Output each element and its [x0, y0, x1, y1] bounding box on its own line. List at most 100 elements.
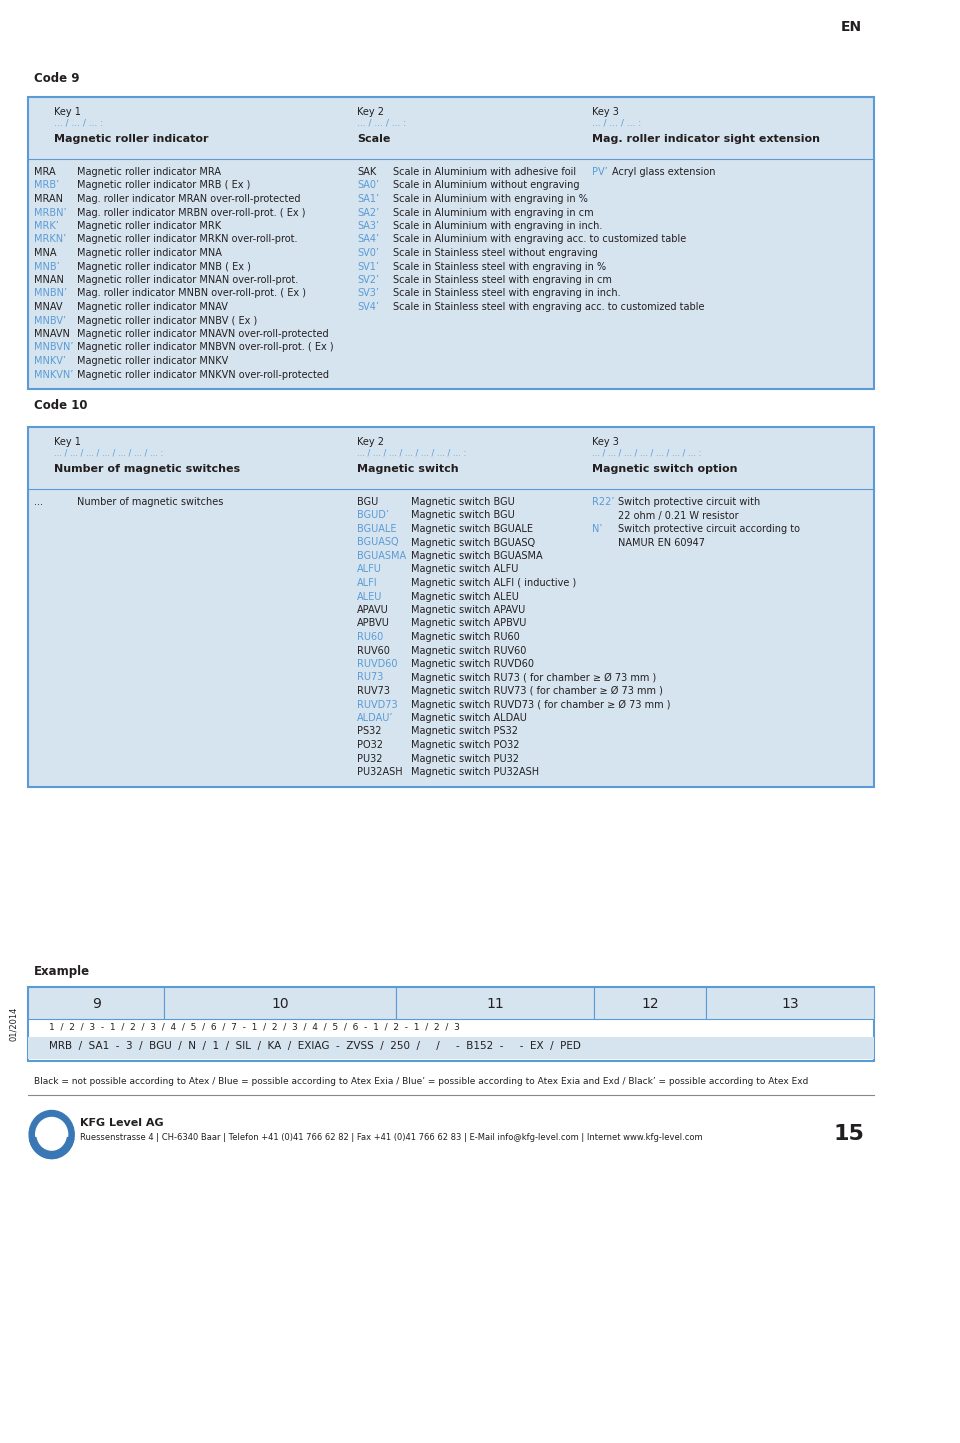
Text: Scale in Stainless steel with engraving acc. to customized table: Scale in Stainless steel with engraving …	[393, 302, 704, 312]
Text: MNAVN: MNAVN	[34, 329, 70, 339]
Text: MNKVN’: MNKVN’	[34, 369, 73, 380]
Text: BGUD’: BGUD’	[357, 511, 389, 521]
Text: Magnetic switch ALFI ( inductive ): Magnetic switch ALFI ( inductive )	[412, 579, 577, 587]
Bar	[164, 987, 396, 1019]
Text: APAVU: APAVU	[357, 605, 389, 615]
Text: Magnetic roller indicator MRB ( Ex ): Magnetic roller indicator MRB ( Ex )	[77, 180, 251, 190]
Text: RUVD73: RUVD73	[357, 700, 397, 710]
Text: Magnetic switch RUVD60: Magnetic switch RUVD60	[412, 659, 535, 670]
Text: BGUALE: BGUALE	[357, 524, 396, 534]
Wedge shape	[30, 1137, 74, 1159]
Text: Mag. roller indicator MRAN over-roll-protected: Mag. roller indicator MRAN over-roll-pro…	[77, 193, 300, 203]
Circle shape	[36, 1117, 67, 1152]
Text: BGUASMA: BGUASMA	[357, 551, 406, 561]
Text: Key 2: Key 2	[357, 107, 384, 117]
Text: Magnetic switch option: Magnetic switch option	[591, 465, 737, 473]
Text: 13: 13	[781, 997, 799, 1010]
Text: RUV73: RUV73	[357, 685, 390, 696]
Text: ALFU: ALFU	[357, 564, 382, 574]
Bar	[28, 97, 874, 390]
Text: MRB’: MRB’	[34, 180, 60, 190]
Circle shape	[29, 1111, 74, 1159]
Text: 22 ohm / 0.21 W resistor: 22 ohm / 0.21 W resistor	[618, 511, 738, 521]
Text: MNKV’: MNKV’	[34, 356, 66, 367]
Text: Black = not possible according to Atex / Blue = possible according to Atex Exia : Black = not possible according to Atex /…	[34, 1076, 808, 1085]
Text: KFG: KFG	[42, 1123, 66, 1133]
Bar	[28, 987, 874, 1061]
Text: Scale in Aluminium with adhesive foil: Scale in Aluminium with adhesive foil	[393, 167, 576, 177]
Text: Scale in Aluminium with engraving in inch.: Scale in Aluminium with engraving in inc…	[393, 221, 602, 231]
Text: Magnetic roller indicator MNKV: Magnetic roller indicator MNKV	[77, 356, 228, 367]
Text: SV0’: SV0’	[357, 248, 379, 258]
Text: SV3’: SV3’	[357, 289, 379, 299]
Text: Magnetic switch BGUASQ: Magnetic switch BGUASQ	[412, 537, 536, 547]
Text: Scale in Stainless steel with engraving in inch.: Scale in Stainless steel with engraving …	[393, 289, 620, 299]
Text: Magnetic switch: Magnetic switch	[357, 465, 459, 473]
Text: Acryl glass extension: Acryl glass extension	[612, 167, 716, 177]
Text: Magnetic roller indicator MNA: Magnetic roller indicator MNA	[77, 248, 222, 258]
Text: SV4’: SV4’	[357, 302, 379, 312]
Bar	[28, 1036, 874, 1059]
Text: PV’: PV’	[591, 167, 608, 177]
Text: Mag. roller indicator MRBN over-roll-prot. ( Ex ): Mag. roller indicator MRBN over-roll-pro…	[77, 208, 305, 218]
Text: NAMUR EN 60947: NAMUR EN 60947	[618, 537, 705, 547]
Text: Magnetic switch PO32: Magnetic switch PO32	[412, 740, 520, 750]
Text: ... / ... / ... :: ... / ... / ... :	[55, 118, 104, 128]
Text: 01/2014: 01/2014	[9, 1006, 17, 1040]
Text: MRB  /  SA1  -  3  /  BGU  /  N  /  1  /  SIL  /  KA  /  EXIAG  -  ZVSS  /  250 : MRB / SA1 - 3 / BGU / N / 1 / SIL / KA /…	[49, 1042, 581, 1052]
Text: RUV60: RUV60	[357, 645, 390, 655]
Text: APBVU: APBVU	[357, 619, 390, 629]
Text: Key 3: Key 3	[591, 437, 618, 447]
Text: SV1’: SV1’	[357, 261, 379, 271]
Text: Magnetic switch APAVU: Magnetic switch APAVU	[412, 605, 526, 615]
Text: Code 10: Code 10	[34, 400, 87, 413]
Text: Mag. roller indicator sight extension: Mag. roller indicator sight extension	[591, 134, 820, 144]
Text: Magnetic switch PU32: Magnetic switch PU32	[412, 753, 519, 763]
Text: Example: Example	[34, 964, 90, 977]
Text: SA2’: SA2’	[357, 208, 379, 218]
Text: Magnetic roller indicator MNKVN over-roll-protected: Magnetic roller indicator MNKVN over-rol…	[77, 369, 329, 380]
Text: LEVEL: LEVEL	[40, 1133, 66, 1141]
Text: PO32: PO32	[357, 740, 383, 750]
Text: MRK’: MRK’	[34, 221, 59, 231]
Text: Switch protective circuit according to: Switch protective circuit according to	[618, 524, 800, 534]
Text: Magnetic roller indicator MRKN over-roll-prot.: Magnetic roller indicator MRKN over-roll…	[77, 235, 298, 244]
Text: ALFI: ALFI	[357, 579, 377, 587]
Text: ... / ... / ... / ... / ... / ... / ... :: ... / ... / ... / ... / ... / ... / ... …	[357, 449, 467, 457]
Text: ... / ... / ... / ... / ... / ... / ... :: ... / ... / ... / ... / ... / ... / ... …	[591, 449, 701, 457]
Text: Magnetic roller indicator MRA: Magnetic roller indicator MRA	[77, 167, 221, 177]
Text: 12: 12	[641, 997, 659, 1010]
Text: Magnetic roller indicator MNB ( Ex ): Magnetic roller indicator MNB ( Ex )	[77, 261, 251, 271]
Text: Magnetic roller indicator MNBV ( Ex ): Magnetic roller indicator MNBV ( Ex )	[77, 316, 257, 326]
Text: Magnetic switch ALDAU: Magnetic switch ALDAU	[412, 713, 527, 723]
Text: Magnetic switch ALFU: Magnetic switch ALFU	[412, 564, 518, 574]
Text: 9: 9	[92, 997, 101, 1010]
Text: MNA: MNA	[34, 248, 57, 258]
Bar	[396, 987, 593, 1019]
Text: MNBVN’: MNBVN’	[34, 342, 73, 352]
Text: Scale: Scale	[357, 134, 391, 144]
Text: Magnetic switch PS32: Magnetic switch PS32	[412, 726, 518, 736]
Text: Number of magnetic switches: Number of magnetic switches	[77, 496, 224, 506]
Text: SA0’: SA0’	[357, 180, 379, 190]
Text: Magnetic switch RUVD73 ( for chamber ≥ Ø 73 mm ): Magnetic switch RUVD73 ( for chamber ≥ Ø…	[412, 700, 671, 710]
Text: Scale in Aluminium with engraving acc. to customized table: Scale in Aluminium with engraving acc. t…	[393, 235, 685, 244]
Text: ...: ...	[34, 496, 43, 506]
Text: N’: N’	[591, 524, 602, 534]
Text: ... / ... / ... / ... / ... / ... / ... :: ... / ... / ... / ... / ... / ... / ... …	[55, 449, 164, 457]
Text: Code 9: Code 9	[34, 72, 80, 85]
Text: Scale in Aluminium with engraving in cm: Scale in Aluminium with engraving in cm	[393, 208, 593, 218]
Text: Magnetic switch RUV60: Magnetic switch RUV60	[412, 645, 527, 655]
Text: MRA: MRA	[34, 167, 56, 177]
Text: PS32: PS32	[357, 726, 381, 736]
Text: Switch protective circuit with: Switch protective circuit with	[618, 496, 760, 506]
Text: 10: 10	[272, 997, 289, 1010]
Text: Magnetic switch RU60: Magnetic switch RU60	[412, 632, 520, 642]
Text: RU73: RU73	[357, 672, 383, 683]
Text: MNAN: MNAN	[34, 276, 63, 286]
Bar	[28, 427, 874, 786]
Text: ... / ... / ... :: ... / ... / ... :	[591, 118, 641, 128]
Text: Magnetic switch PU32ASH: Magnetic switch PU32ASH	[412, 768, 540, 776]
Bar	[707, 987, 874, 1019]
Text: Magnetic roller indicator MNAV: Magnetic roller indicator MNAV	[77, 302, 228, 312]
